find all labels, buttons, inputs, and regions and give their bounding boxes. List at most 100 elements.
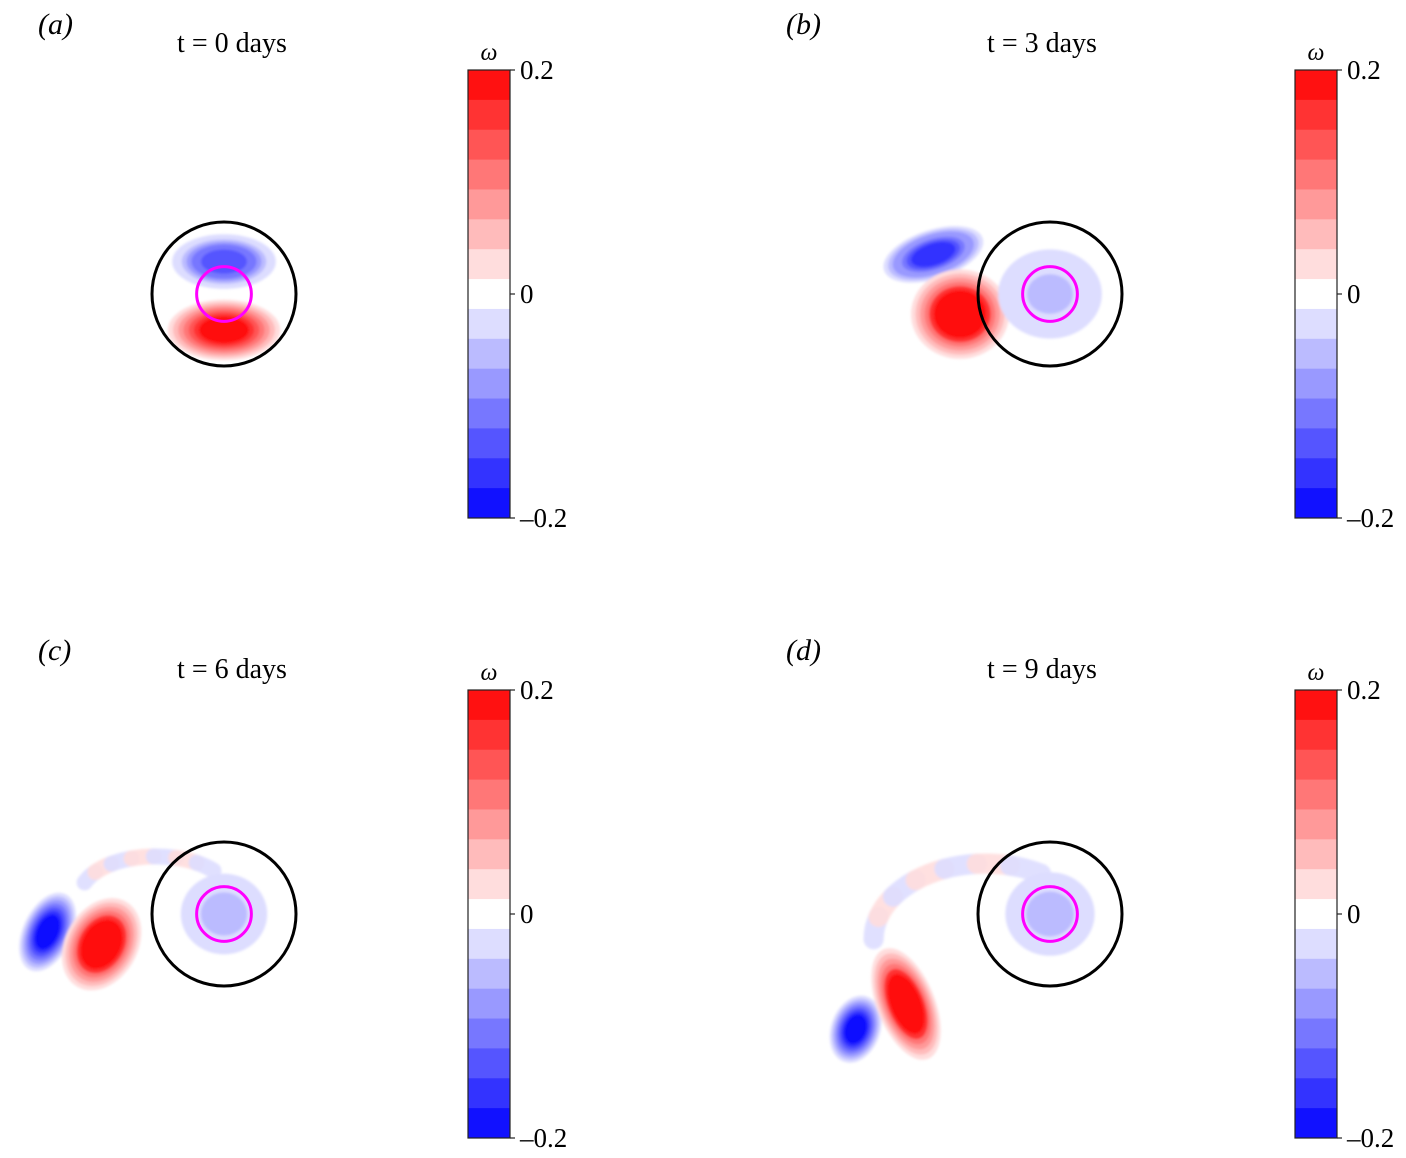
colorbar-level (1295, 749, 1337, 781)
panel-title-a: t = 0 days (177, 28, 287, 59)
colorbar-level (1295, 690, 1337, 721)
colorbar-level (1295, 488, 1337, 519)
panel-label-a: (a) (38, 8, 73, 41)
vorticity-field-d (829, 840, 1124, 1063)
panel-title-d: t = 9 days (987, 654, 1097, 685)
colorbar-level (468, 958, 510, 990)
colorbar-level (468, 338, 510, 370)
colorbar-level (1295, 279, 1337, 310)
colorbar-tick-label: 0.2 (520, 675, 554, 705)
colorbar-tick-label: 0 (1347, 899, 1361, 929)
colorbar-level (468, 249, 510, 280)
colorbar-level (1295, 779, 1337, 810)
colorbar-level (1295, 70, 1337, 101)
colorbar-level (1295, 899, 1337, 930)
colorbar-level (468, 428, 510, 459)
panel-title-b: t = 3 days (987, 28, 1097, 59)
outer-circle (150, 840, 298, 988)
inner-circle (1021, 885, 1079, 943)
outer-circle (976, 220, 1124, 368)
colorbar-tick-label: –0.2 (519, 503, 567, 533)
contour-fill (883, 226, 1102, 359)
colorbar-level (1295, 458, 1337, 489)
negative-vortex-contour (35, 914, 61, 950)
colorbar-level (468, 1078, 510, 1109)
colorbar-level (1295, 308, 1337, 340)
positive-vortex-contour (199, 316, 249, 344)
colorbar-level (1295, 1018, 1337, 1049)
panel-c: (c) t = 6 days ω 0.2 0 –0.2 (19, 634, 567, 1153)
colorbar-level (468, 809, 510, 840)
colorbar-tick-label: 0 (520, 899, 534, 929)
colorbar-level (1295, 249, 1337, 280)
colorbar-level (468, 1108, 510, 1139)
colorbar-level (1295, 839, 1337, 870)
negative-vortex-contour (911, 241, 956, 267)
colorbar-level (468, 189, 510, 220)
colorbar-level (1295, 338, 1337, 370)
colorbar-c: ω 0.2 0 –0.2 (467, 660, 567, 1153)
positive-vortex-contour (84, 923, 120, 965)
inner-circle (195, 265, 253, 323)
colorbar-tick-label: 0 (520, 279, 534, 309)
colorbar-level (1295, 368, 1337, 400)
colorbar-level (468, 899, 510, 930)
colorbar-level (468, 70, 510, 101)
outer-circle (150, 220, 298, 368)
colorbar-level (1295, 719, 1337, 751)
colorbar-level (468, 719, 510, 751)
colorbar-tick-label: –0.2 (1346, 1123, 1394, 1153)
negative-vortex-contour (204, 896, 244, 932)
colorbar-level (468, 1048, 510, 1079)
colorbar-tick-label: 0 (1347, 279, 1361, 309)
colorbar-level (1295, 219, 1337, 250)
colorbar-level (468, 99, 510, 131)
colorbar-level (468, 458, 510, 489)
colorbar-tick-label: –0.2 (519, 1123, 567, 1153)
negative-vortex-contour (1030, 895, 1070, 933)
colorbar-d: ω 0.2 0 –0.2 (1294, 660, 1394, 1153)
positive-vortex-contour (890, 979, 922, 1029)
colorbar-level (468, 779, 510, 810)
colorbar-level (1295, 928, 1337, 960)
colorbar-level (1295, 809, 1337, 840)
colorbar-level (468, 129, 510, 161)
colorbar-level (1295, 1078, 1337, 1109)
positive-vortex-contour (938, 294, 982, 334)
colorbar-label: ω (1308, 660, 1325, 686)
colorbar-level (1295, 398, 1337, 429)
colorbar-level (1295, 159, 1337, 190)
colorbar-level (468, 839, 510, 870)
colorbar-level (1295, 869, 1337, 900)
colorbar-level (1295, 988, 1337, 1020)
colorbar-label: ω (1308, 40, 1325, 66)
colorbar-tick-label: –0.2 (1346, 503, 1394, 533)
colorbar-level (468, 690, 510, 721)
colorbar-level (1295, 1048, 1337, 1079)
colorbar-level (1295, 958, 1337, 990)
colorbar-tick-label: 0.2 (1347, 675, 1381, 705)
colorbar-label: ω (481, 40, 498, 66)
colorbar-level (468, 988, 510, 1020)
panel-b: (b) t = 3 days ω 0.2 0 –0.2 (786, 8, 1394, 533)
colorbar-level (468, 488, 510, 519)
panel-label-d: (d) (786, 634, 821, 667)
colorbar-level (1295, 189, 1337, 220)
vorticity-field-b (883, 220, 1124, 368)
colorbar-level (468, 308, 510, 340)
colorbar-level (468, 749, 510, 781)
panel-a: (a) t = 0 days ω 0.2 0 –0.2 (38, 8, 567, 533)
panel-d: (d) t = 9 days ω 0.2 0 –0.2 (786, 634, 1394, 1153)
inner-circle (1021, 265, 1079, 323)
vorticity-field-c (19, 840, 298, 991)
contour-fill (167, 234, 281, 361)
colorbar-level (468, 279, 510, 310)
colorbar-level (468, 159, 510, 190)
colorbar-level (468, 398, 510, 429)
colorbar-level (468, 869, 510, 900)
panel-label-b: (b) (786, 8, 821, 41)
colorbar-a: ω 0.2 0 –0.2 (467, 40, 567, 533)
colorbar-label: ω (481, 660, 498, 686)
colorbar-level (468, 1018, 510, 1049)
